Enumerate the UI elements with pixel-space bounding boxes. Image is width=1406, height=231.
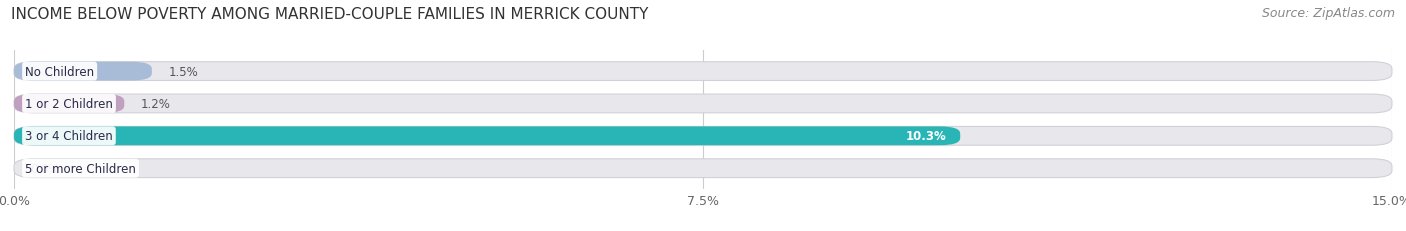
FancyBboxPatch shape [14, 62, 152, 81]
FancyBboxPatch shape [14, 95, 124, 113]
Text: No Children: No Children [25, 65, 94, 78]
Text: 5 or more Children: 5 or more Children [25, 162, 136, 175]
Text: Source: ZipAtlas.com: Source: ZipAtlas.com [1261, 7, 1395, 20]
FancyBboxPatch shape [14, 159, 1392, 178]
FancyBboxPatch shape [14, 95, 1392, 113]
Text: 1.2%: 1.2% [141, 97, 170, 110]
FancyBboxPatch shape [14, 62, 1392, 81]
Text: 3 or 4 Children: 3 or 4 Children [25, 130, 112, 143]
Text: INCOME BELOW POVERTY AMONG MARRIED-COUPLE FAMILIES IN MERRICK COUNTY: INCOME BELOW POVERTY AMONG MARRIED-COUPL… [11, 7, 648, 22]
Text: 1.5%: 1.5% [169, 65, 198, 78]
FancyBboxPatch shape [14, 127, 960, 146]
Text: 1 or 2 Children: 1 or 2 Children [25, 97, 112, 110]
Text: 0.0%: 0.0% [31, 162, 60, 175]
Text: 10.3%: 10.3% [905, 130, 946, 143]
FancyBboxPatch shape [14, 127, 1392, 146]
